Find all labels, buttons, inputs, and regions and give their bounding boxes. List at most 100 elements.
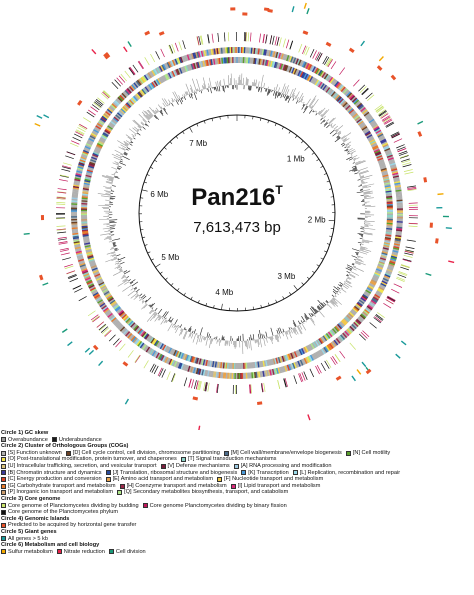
gc-skew-mark [359,189,363,191]
core-genome-mark [277,380,281,389]
cog-mark [89,261,96,265]
cog-mark [90,132,98,137]
cog-mark [163,356,168,363]
scale-tick [221,303,223,310]
cog-mark [341,319,347,325]
cog-mark [314,79,320,86]
gc-skew-mark [157,315,162,321]
cog-mark [90,264,97,269]
cog-mark [257,58,260,65]
gc-skew-mark [351,248,360,252]
gc-skew-mark [130,281,134,285]
gc-skew-mark [337,136,340,139]
gc-skew-mark [139,293,143,297]
scale-tick-label: 1 Mb [287,155,305,164]
cog-mark [365,133,372,138]
core-genome-mark [339,67,346,76]
legend-item: [G] Carbohydrate transport and metabolis… [1,483,116,490]
gc-skew-mark [346,271,351,274]
gc-skew-mark [123,152,128,155]
genomic-island-mark [325,41,332,47]
core-genome-mark [69,278,79,283]
cog-mark [283,365,288,372]
cog-mark [80,266,87,271]
cog-mark [305,63,310,70]
cog-mark [252,47,255,54]
legend-label: [A] RNA processing and modification [240,462,332,469]
gc-skew-mark [334,129,337,131]
cog-mark [131,97,137,103]
cog-mark [317,69,323,76]
cog-mark [380,253,388,257]
gc-skew-mark [360,246,368,249]
cog-mark [112,319,119,325]
gc-skew-mark [112,243,116,246]
cog-mark [174,350,178,357]
cog-mark [83,236,90,240]
cog-mark [84,146,91,151]
gc-skew-mark [141,294,146,299]
gc-skew-mark [297,325,303,334]
gc-skew-mark [312,313,314,316]
gc-skew-mark [205,337,207,341]
cog-mark [260,360,264,367]
gc-skew-mark [320,307,323,309]
cog-mark [348,94,355,100]
gc-skew-mark [254,82,256,87]
gc-skew-mark [258,81,260,87]
cog-mark [212,48,215,55]
cog-mark [308,64,313,71]
gc-skew-mark [303,322,305,325]
core-genome-mark [72,285,82,290]
core-genome-mark [408,222,418,225]
gc-skew-mark [196,89,198,92]
cog-mark [163,63,169,70]
cog-mark [383,146,390,151]
cog-mark [289,363,293,370]
gc-skew-mark [124,151,128,155]
cog-mark [332,327,338,334]
cog-mark [158,65,164,72]
cog-mark [90,288,97,293]
cog-mark [310,354,316,361]
core-genome-mark [376,107,385,114]
core-genome-mark [406,239,416,242]
cog-mark [111,318,118,324]
cog-mark [378,261,385,265]
cog-mark [123,330,130,336]
cog-mark [112,102,119,108]
core-genome-mark [361,88,369,96]
cog-mark [103,290,110,296]
gc-skew-mark [294,327,299,335]
cog-mark [288,353,293,360]
cog-mark [99,119,106,124]
gc-skew-mark [155,111,158,114]
cog-mark [186,54,191,61]
gc-skew-mark [133,137,136,140]
core-genome-mark [322,55,328,65]
core-genome-mark [385,299,394,305]
cog-mark [272,61,276,68]
core-genome-mark [144,57,150,66]
swatch-overabundance [1,437,6,443]
cog-mark [152,69,157,76]
gc-skew-mark [326,119,330,122]
cog-mark [347,93,354,99]
gc-skew-mark [132,135,135,138]
cog-mark [346,314,352,320]
legend-item: [K] Transcription [241,470,289,477]
gc-skew-mark [259,338,262,348]
cog-mark [87,257,95,261]
giant-gene-mark [91,48,97,55]
cog-mark [102,133,109,138]
gc-skew-mark [180,329,184,335]
cog-mark [281,366,285,373]
gc-skew-mark [134,287,137,290]
cog-mark [105,110,111,116]
cog-mark [128,100,134,106]
cog-mark [85,144,92,149]
cog-mark [393,245,400,249]
core-genome-mark [330,357,336,366]
legend-label: [T] Signal transduction mechanisms [187,456,277,463]
cog-mark [112,303,119,309]
